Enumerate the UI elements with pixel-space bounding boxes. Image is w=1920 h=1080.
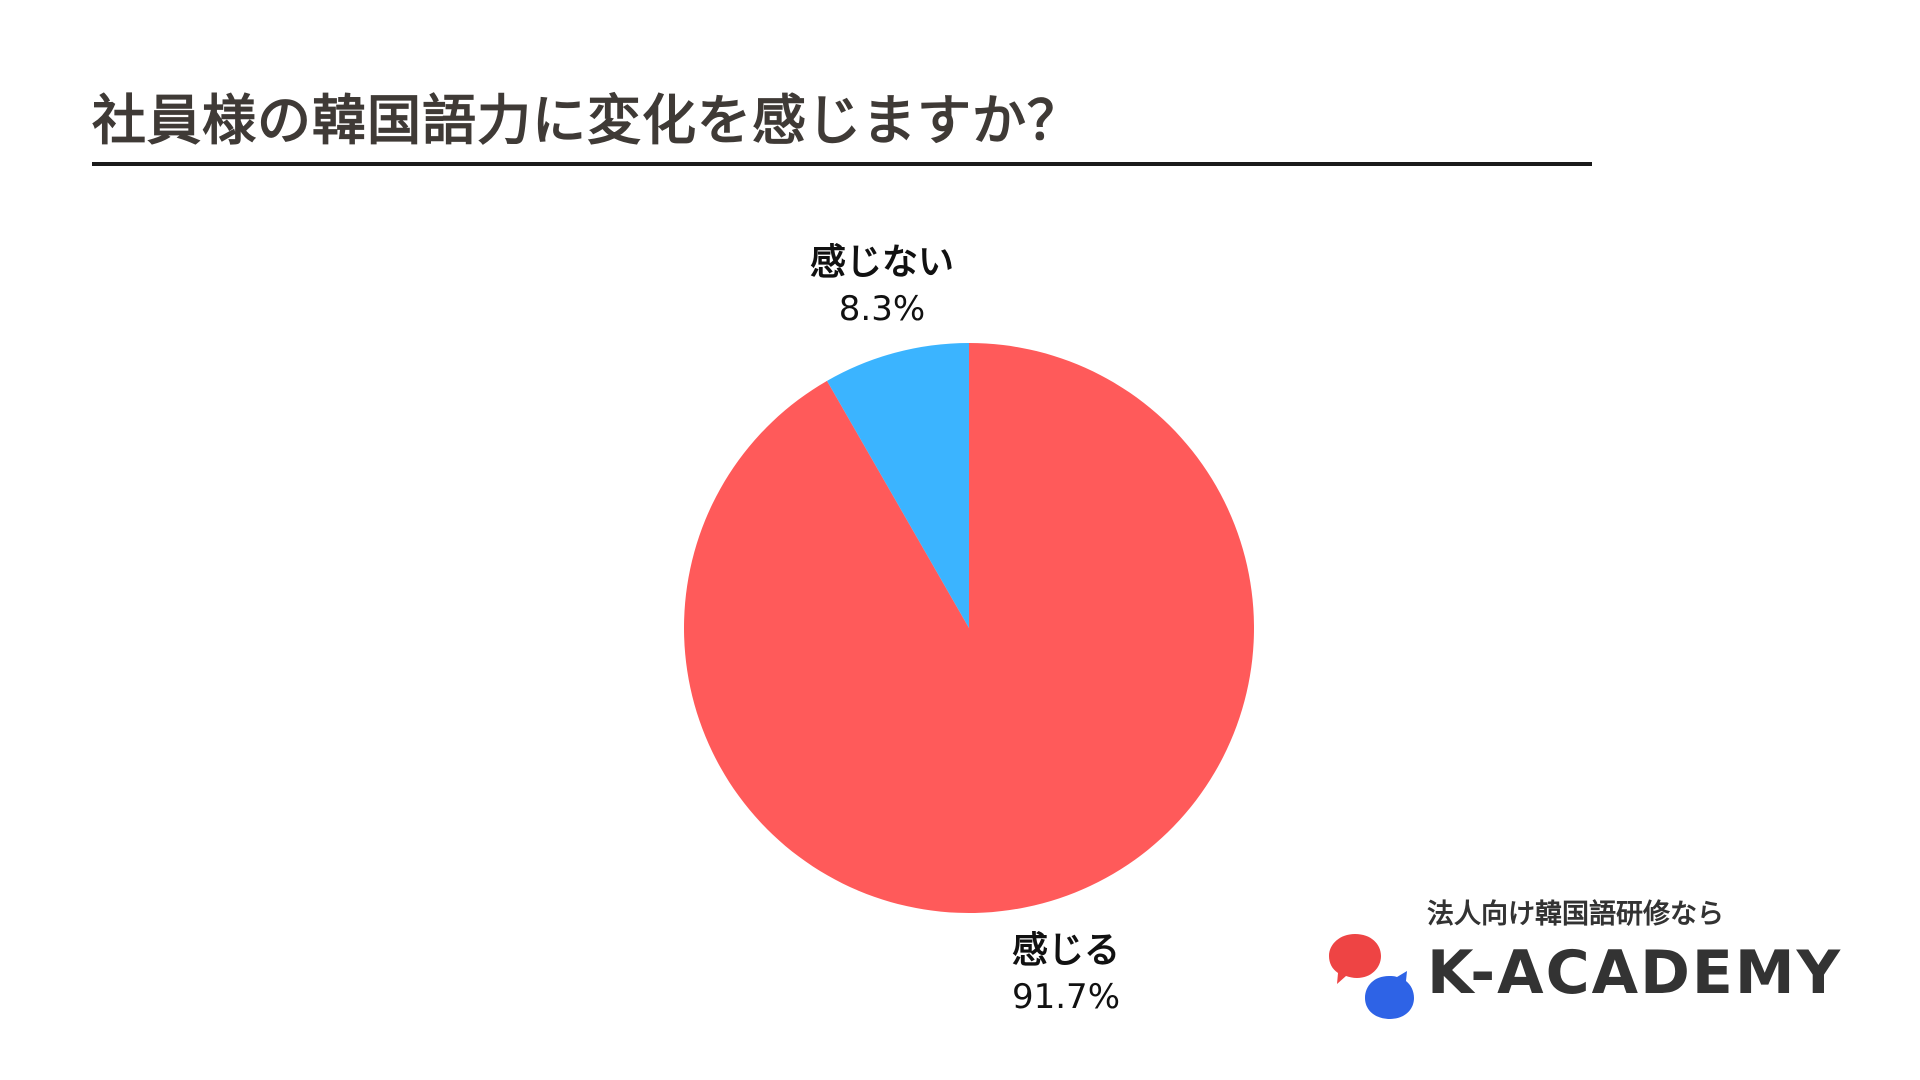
speech-bubbles-logo-icon (1329, 934, 1414, 1019)
brand-name: K-ACADEMY (1427, 938, 1843, 1008)
brand-tagline: 法人向け韓国語研修なら (1427, 899, 1724, 930)
pie-slice-kanjinai (827, 343, 969, 628)
title-divider (92, 162, 1592, 166)
slice-category-label: 感じない (810, 242, 954, 283)
red-bubble-icon (1329, 934, 1381, 984)
chart-title: 社員様の韓国語力に変化を感じますか？ (92, 89, 1082, 152)
brand-block: 法人向け韓国語研修なら K-ACADEMY (1325, 892, 1845, 1032)
slice-category-label: 感じる (1012, 930, 1120, 971)
slice-value-label: 8.3% (839, 289, 925, 329)
pie-slices (684, 343, 1254, 914)
slice-value-label: 91.7% (1012, 977, 1120, 1017)
blue-bubble-icon (1365, 971, 1414, 1019)
pie-labels: 感じる 91.7% 感じない 8.3% (810, 242, 1120, 1017)
